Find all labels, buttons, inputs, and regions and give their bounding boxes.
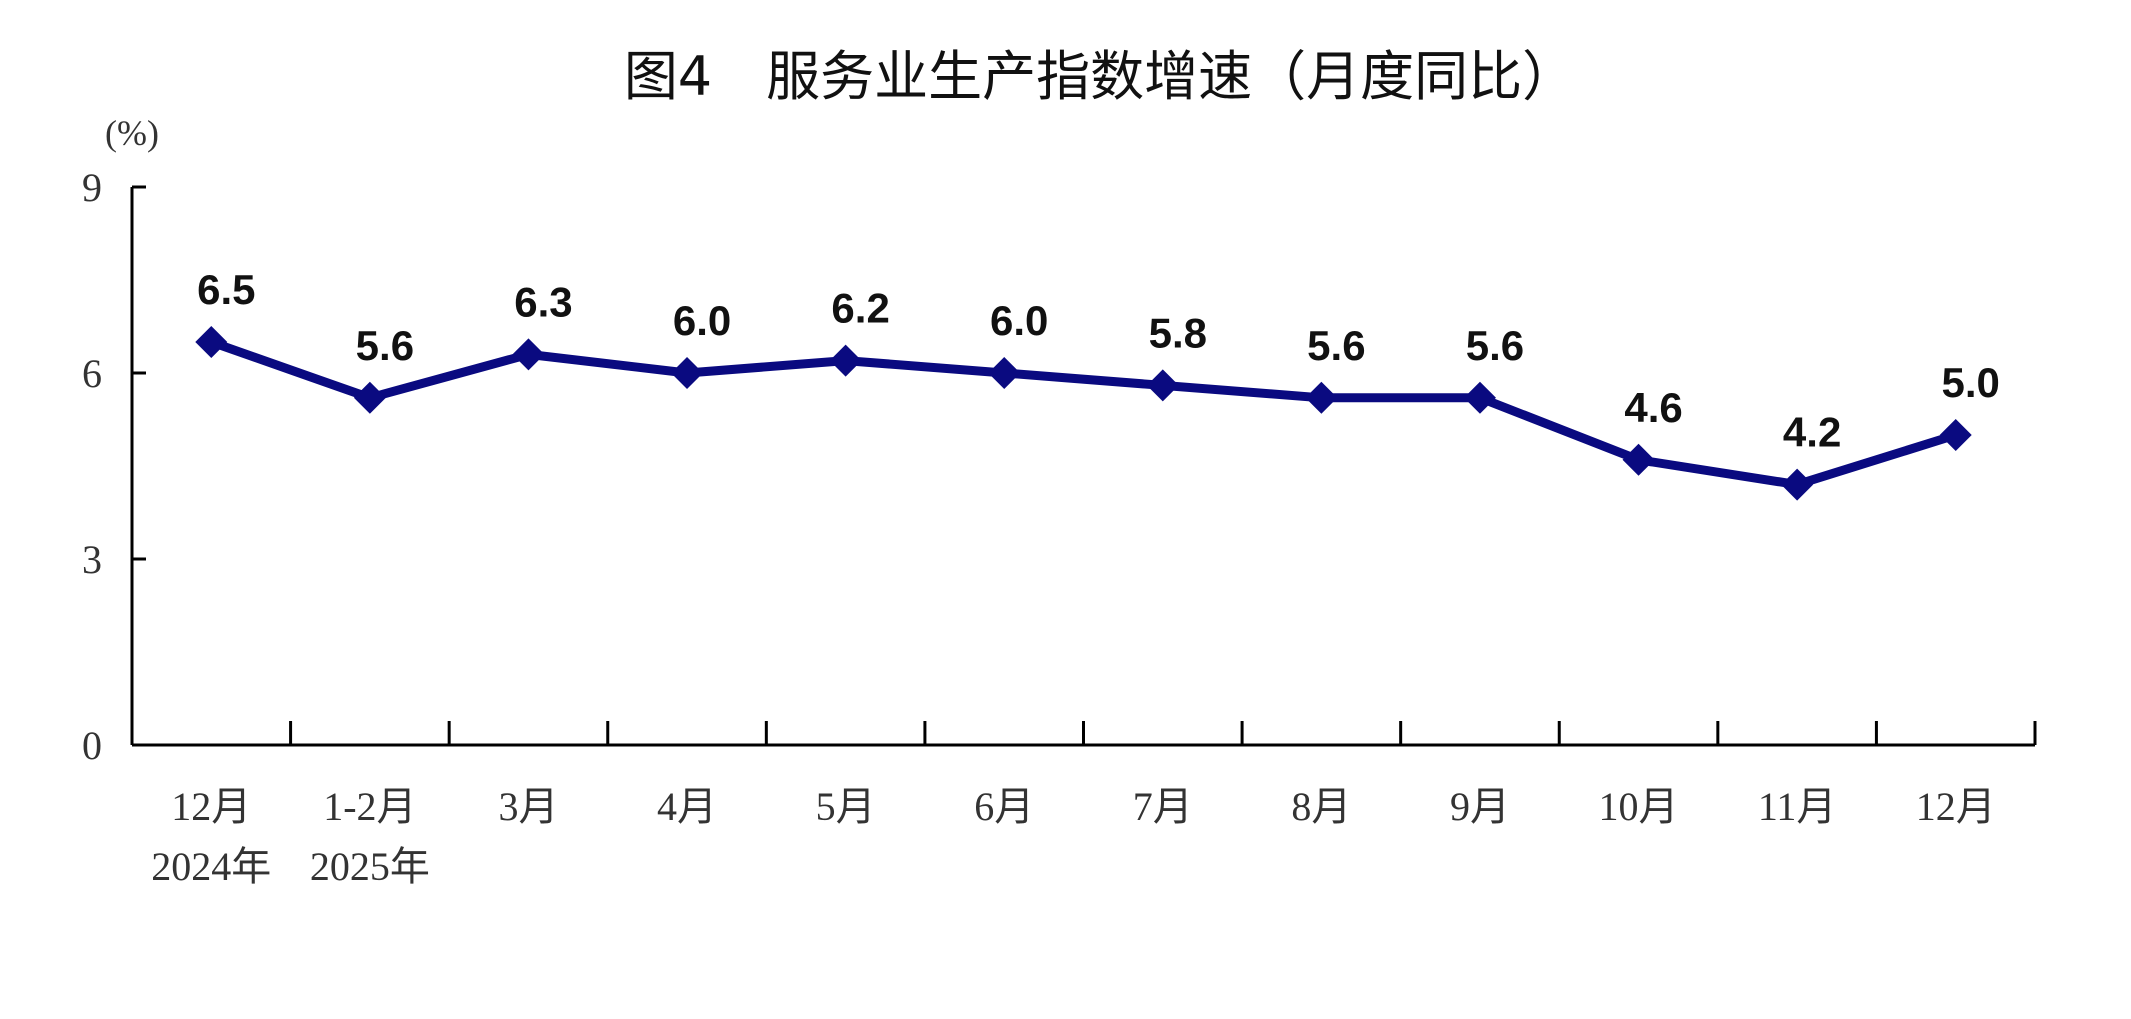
x-tick-label: 3月 (498, 784, 558, 829)
data-label: 6.5 (197, 266, 255, 313)
data-label: 5.6 (1307, 322, 1365, 369)
y-tick-label: 0 (82, 723, 102, 768)
data-point-marker (829, 344, 862, 377)
x-tick-label: 8月 (1291, 784, 1351, 829)
data-label: 6.2 (831, 285, 889, 332)
chart-title: 图4 服务业生产指数增速（月度同比） (624, 45, 1576, 108)
x-tick-label: 6月 (974, 784, 1034, 829)
y-tick-label: 6 (82, 351, 102, 396)
data-point-marker (671, 357, 704, 389)
data-point-marker (988, 357, 1021, 389)
data-label: 5.0 (1942, 359, 2000, 406)
data-point-marker (353, 381, 386, 414)
y-tick-label: 9 (82, 165, 102, 210)
x-tick-label: 11月 (1758, 784, 1837, 829)
series-path (209, 337, 1958, 490)
data-point-marker (1781, 468, 1814, 501)
x-year-label: 2024年 (151, 844, 271, 889)
x-tick-label: 9月 (1450, 784, 1510, 829)
y-tick-label: 3 (82, 537, 102, 582)
data-label: 6.0 (990, 297, 1048, 344)
x-tick-label: 4月 (657, 784, 717, 829)
y-axis-unit: (%) (105, 113, 159, 153)
data-label: 6.3 (514, 278, 572, 325)
series-line: 6.5 5.6 6.3 6.0 6.2 6.0 5.8 5.6 5.6 4.6 4.2 5.0 (195, 266, 2000, 501)
data-label: 5.6 (1466, 322, 1524, 369)
x-tick-label: 7月 (1133, 784, 1193, 829)
data-point-marker (1305, 381, 1338, 414)
data-label: 4.2 (1783, 409, 1841, 456)
axes: 0 3 6 9 12月 1-2月 3月 4月 5月 6月 7月 8月 9月 10月 11月 12月 2024年 2… (82, 165, 2037, 889)
x-tick-label: 5月 (816, 784, 876, 829)
x-year-label: 2025年 (310, 844, 430, 889)
x-tick-label: 12月 (171, 784, 251, 829)
data-label: 5.6 (356, 322, 414, 369)
data-label: 5.8 (1149, 309, 1207, 356)
x-tick-label: 10月 (1599, 784, 1679, 829)
data-label: 6.0 (673, 297, 731, 344)
data-point-marker (1622, 443, 1655, 476)
data-label: 4.6 (1624, 384, 1682, 431)
x-tick-label: 12月 (1916, 784, 1996, 829)
x-tick-label: 1-2月 (323, 784, 416, 829)
data-point-marker (195, 326, 228, 358)
data-point-marker (1146, 369, 1179, 402)
data-point-marker (1463, 381, 1496, 414)
data-point-marker (1939, 419, 1972, 451)
data-point-marker (512, 338, 545, 371)
